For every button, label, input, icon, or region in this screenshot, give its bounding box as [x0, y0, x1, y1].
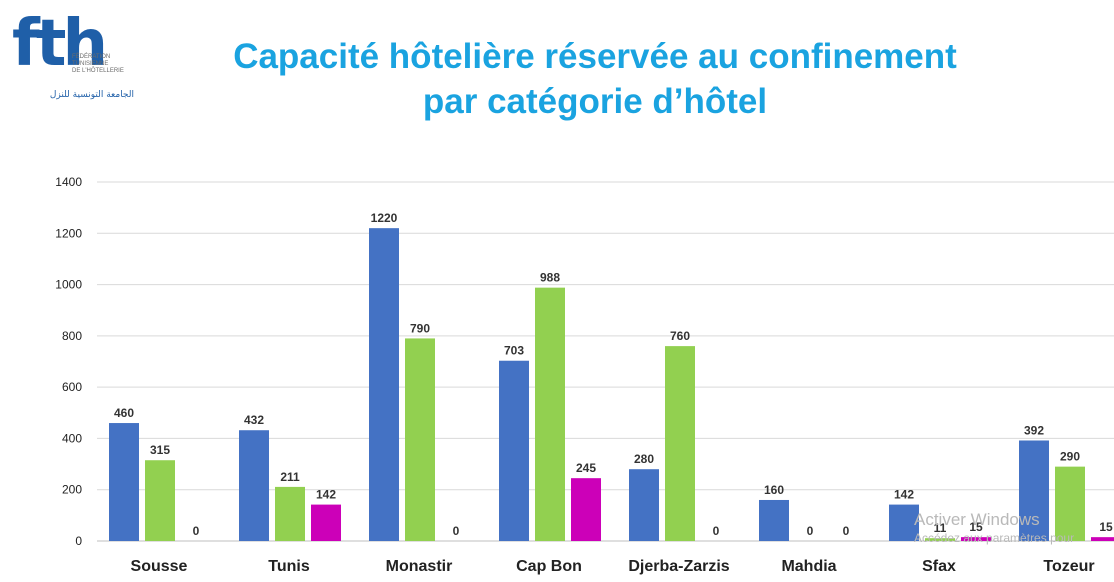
bar: [499, 360, 529, 541]
bar: [535, 287, 565, 541]
bar: [239, 430, 269, 541]
x-category-label: Mahdia: [781, 558, 836, 575]
data-label: 280: [634, 452, 654, 466]
data-label: 142: [894, 488, 914, 502]
x-category-label: Djerba-Zarzis: [628, 558, 729, 575]
bar: [405, 338, 435, 541]
bar: [925, 538, 955, 541]
data-label: 15: [1099, 520, 1113, 534]
x-category-label: Tunis: [268, 558, 310, 575]
data-label: 460: [114, 406, 134, 420]
watermark-line-1: Activer Windows: [914, 510, 1040, 529]
data-label: 160: [764, 483, 784, 497]
data-label: 0: [713, 524, 720, 538]
bar: [961, 537, 991, 541]
y-tick-label: 1200: [55, 226, 82, 240]
activation-watermark: Activer Windows Accédez aux paramètres p…: [914, 510, 1074, 546]
logo-line-3: DE L'HÔTELLERIE: [72, 68, 124, 74]
bar: [1019, 440, 1049, 541]
data-label: 760: [670, 329, 690, 343]
bar: [1091, 537, 1114, 541]
data-label: 0: [807, 524, 814, 538]
x-category-label: Sfax: [922, 558, 956, 575]
data-label: 0: [453, 524, 460, 538]
y-tick-label: 200: [62, 483, 82, 497]
chart-title-line-2: par catégorie d’hôtel: [422, 82, 768, 121]
logo-arabic-text: الجامعة التونسية للنزل: [49, 90, 134, 100]
logo-mark: fth: [12, 7, 108, 81]
bar: [145, 460, 175, 541]
data-label: 15: [969, 520, 983, 534]
bar: [1055, 466, 1085, 541]
chart-title: Capacité hôtelière réservée au confineme…: [150, 34, 1040, 124]
data-label: 0: [843, 524, 850, 538]
data-label: 703: [504, 344, 524, 358]
data-label: 1220: [371, 211, 398, 225]
data-label: 432: [244, 413, 264, 427]
y-tick-label: 400: [62, 431, 82, 445]
data-label: 211: [280, 470, 300, 484]
y-tick-label: 1000: [55, 278, 82, 292]
logo-line-1: FÉDÉRATION: [72, 54, 111, 60]
x-category-label: Monastir: [386, 558, 453, 575]
bar: [889, 504, 919, 541]
x-category-label: Cap Bon: [516, 558, 582, 575]
bar: [109, 423, 139, 541]
y-tick-label: 0: [75, 534, 82, 548]
x-category-label: Sousse: [131, 558, 188, 575]
logo: fth FÉDÉRATION TUNISIENNE DE L'HÔTELLERI…: [8, 12, 138, 107]
bar: [665, 346, 695, 541]
bar: [629, 469, 659, 541]
bar: [571, 478, 601, 541]
data-label: 0: [193, 524, 200, 538]
y-tick-label: 800: [62, 329, 82, 343]
data-label: 11: [934, 521, 947, 535]
x-category-label: Tozeur: [1043, 558, 1094, 575]
y-tick-label: 1400: [55, 175, 82, 189]
chart-title-line-1: Capacité hôtelière réservée au confineme…: [233, 37, 957, 76]
bar: [275, 486, 305, 541]
logo-line-2: TUNISIENNE: [72, 61, 109, 67]
watermark-line-2: Accédez aux paramètres pour: [914, 531, 1075, 545]
y-tick-label: 600: [62, 380, 82, 394]
data-label: 392: [1024, 423, 1044, 437]
bar: [369, 228, 399, 541]
bar: [311, 504, 341, 541]
data-label: 142: [316, 488, 336, 502]
data-label: 315: [150, 443, 170, 457]
data-label: 790: [410, 321, 430, 335]
data-label: 988: [540, 271, 560, 285]
logo-text: FÉDÉRATION TUNISIENNE DE L'HÔTELLERIE: [72, 54, 142, 75]
data-label: 245: [576, 461, 596, 475]
bar: [759, 499, 789, 541]
data-label: 290: [1060, 450, 1080, 464]
